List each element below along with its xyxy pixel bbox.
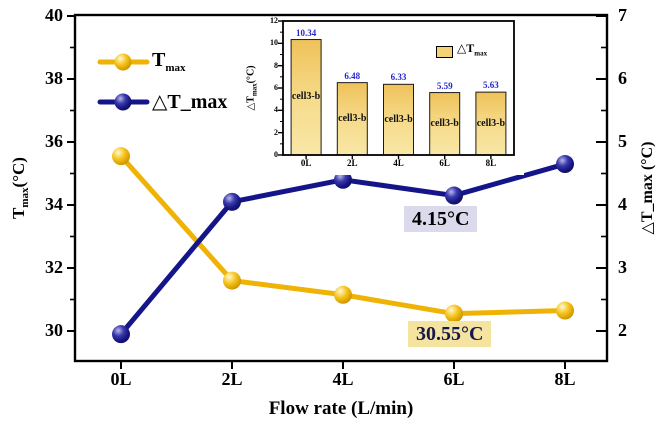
- inset-bar-inner-label: cell3-b: [384, 113, 413, 125]
- left-axis-tick-label: 36: [45, 131, 63, 151]
- inset-bar-value-label: 5.59: [436, 80, 453, 91]
- left-axis-tick-label: 32: [45, 257, 63, 277]
- x-axis-tick-label: 4L: [332, 369, 354, 389]
- inset-bar-inner-label: cell3-b: [338, 112, 367, 124]
- inset-bar-value-label: 10.34: [295, 27, 317, 38]
- inset-bar-value-label: 6.48: [344, 70, 361, 81]
- inset-y-tick-label: 8: [274, 60, 278, 70]
- inset-legend-swatch-icon: [436, 46, 453, 58]
- legend-label-tmax: Tmax: [152, 49, 186, 74]
- x-axis-title: Flow rate (L/min): [268, 398, 414, 419]
- inset-y-axis-label: △Tmax(°C): [245, 65, 259, 111]
- left-axis-tick-label: 38: [45, 68, 63, 88]
- inset-y-tick-label: 6: [274, 83, 278, 92]
- inset-bar-inner-label: cell3-b: [430, 117, 459, 129]
- left-axis-tick-label: 30: [45, 320, 63, 340]
- inset-x-tick-label: 6L: [439, 158, 450, 168]
- x-axis-tick-label: 8L: [554, 369, 576, 389]
- inset-bar-inner-label: cell3-b: [476, 117, 506, 129]
- left-axis-tick-label: 40: [45, 5, 63, 25]
- annotation-delta-tmax: 4.15°C: [404, 206, 478, 232]
- inset-bar-inner-label: cell3-b: [291, 91, 321, 103]
- annotation-tmax: 30.55°C: [408, 321, 492, 347]
- main-plot-area: [67, 13, 609, 369]
- legend-samples: [97, 53, 150, 111]
- left-axis-tick-label: 34: [45, 194, 63, 214]
- inset-x-tick-label: 8L: [485, 158, 497, 168]
- legend-label-delta-tmax: △T_max: [152, 91, 228, 113]
- x-axis-tick-label: 6L: [443, 369, 465, 389]
- x-axis-tick-label: 0L: [110, 369, 132, 389]
- x-axis-tick-label: 2L: [221, 369, 243, 389]
- inset-y-tick-label: 10: [270, 38, 278, 48]
- inset-x-tick-label: 4L: [393, 158, 404, 168]
- left-axis-label: Tmax(°C): [8, 157, 32, 219]
- right-axis-tick-label: 4: [618, 194, 627, 214]
- right-axis-tick-label: 3: [618, 257, 627, 277]
- inset-x-tick-label: 0L: [300, 158, 312, 168]
- right-axis-tick-label: 5: [618, 131, 627, 151]
- right-axis-label: △T_max (°C): [639, 141, 656, 235]
- right-axis-tick-label: 2: [618, 320, 627, 340]
- right-axis-tick-label: 6: [618, 68, 627, 88]
- right-axis-tick-label: 7: [618, 5, 627, 25]
- inset-y-tick-label: 0: [274, 150, 278, 159]
- inset-bar-value-label: 5.63: [483, 80, 499, 91]
- inset-y-tick-label: 2: [274, 127, 278, 137]
- inset-y-tick-label: 4: [274, 105, 278, 115]
- inset-bar-chart: [246, 18, 524, 175]
- inset-legend-label: △Tmax: [457, 41, 488, 58]
- inset-x-tick-label: 2L: [347, 158, 358, 168]
- inset-bar-value-label: 6.33: [390, 72, 407, 83]
- inset-y-tick-label: 12: [270, 16, 278, 25]
